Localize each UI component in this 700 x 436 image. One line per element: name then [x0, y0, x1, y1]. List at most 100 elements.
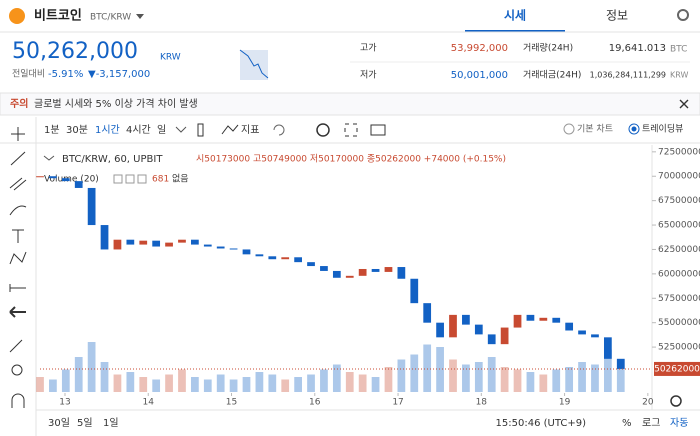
candle: [526, 314, 535, 321]
candle: [203, 244, 212, 247]
candle: [552, 317, 561, 323]
candle: [397, 267, 406, 279]
volume-bar: [423, 344, 432, 392]
chart-mode[interactable]: 트레이딩뷰: [642, 124, 683, 135]
stat-label: 거래량(24H): [523, 42, 573, 54]
snapshot-icon[interactable]: [370, 124, 386, 136]
y-tick-label: 72500000: [658, 147, 700, 157]
candle: [178, 239, 186, 243]
x-tick-label: 15: [226, 398, 237, 408]
interval[interactable]: 일: [157, 124, 166, 136]
volume-bar: [345, 372, 354, 392]
volume-bar: [332, 364, 341, 392]
candle: [229, 248, 238, 250]
stat-value: 19,641.013: [609, 43, 666, 54]
legend-icon[interactable]: [125, 174, 135, 184]
volume-bar: [578, 362, 586, 392]
dropdown-icon[interactable]: [136, 14, 144, 19]
volume-bar: [320, 369, 328, 392]
stat-unit: BTC: [670, 45, 687, 55]
candle: [165, 242, 173, 247]
scale-option[interactable]: 로그: [642, 418, 660, 429]
tab[interactable]: 시세: [504, 8, 526, 23]
close-icon[interactable]: [679, 99, 689, 109]
candle: [100, 225, 109, 250]
interval[interactable]: 30분: [66, 124, 88, 136]
volume-bar: [294, 377, 302, 392]
candle: [87, 187, 96, 226]
candle: [152, 240, 161, 247]
volume-bar: [616, 359, 625, 392]
volume-bar: [474, 362, 483, 392]
tab[interactable]: 정보: [606, 9, 628, 23]
candle: [332, 270, 341, 278]
legend-ohlc: 시50173000 고50749000 저50170000 종50262000 …: [196, 154, 506, 165]
stat-label: 고가: [360, 43, 377, 54]
notice-tag: 주의: [10, 97, 28, 110]
x-tick-label: 16: [309, 398, 321, 408]
chart-settings-icon[interactable]: [670, 395, 682, 407]
change-label: 전일대비: [12, 69, 45, 80]
drawing-tools[interactable]: [9, 127, 27, 408]
candle: [616, 358, 625, 369]
candle: [126, 239, 135, 245]
stat-unit: KRW: [670, 71, 688, 80]
radio[interactable]: [563, 123, 575, 135]
interval[interactable]: 1분: [44, 124, 60, 136]
candle: [345, 275, 354, 278]
indicator-icon[interactable]: [221, 124, 239, 135]
chart-mode[interactable]: 기본 차트: [577, 123, 613, 135]
settings-icon[interactable]: [677, 9, 689, 21]
candle: [113, 239, 122, 250]
current-price: 50,262,000: [12, 39, 138, 64]
legend-icon[interactable]: [137, 174, 147, 184]
candle: [268, 256, 277, 260]
indicator-button[interactable]: 지표: [241, 124, 259, 136]
chart-type-icon[interactable]: [197, 123, 204, 137]
x-tick-label: 14: [143, 398, 155, 408]
interval[interactable]: 4시간: [126, 124, 151, 136]
radio[interactable]: [628, 123, 640, 135]
volume-bar: [126, 372, 135, 392]
price-unit: KRW: [160, 53, 181, 63]
range[interactable]: 30일: [48, 417, 70, 429]
settings-icon[interactable]: [316, 123, 330, 137]
volume-bar: [203, 379, 212, 392]
fullscreen-icon[interactable]: [344, 123, 358, 137]
volume-bar: [49, 379, 57, 392]
volume-extra: 없음: [172, 174, 189, 185]
candle: [281, 257, 290, 260]
y-tick-label: 67500000: [658, 196, 700, 206]
x-tick-label: 19: [559, 398, 571, 408]
scale-option[interactable]: 자동: [670, 417, 688, 429]
stat-label: 거래대금(24H): [523, 70, 581, 81]
volume-bar: [552, 369, 561, 392]
candle: [462, 314, 470, 325]
undo-icon[interactable]: [273, 124, 285, 136]
candle: [358, 268, 367, 276]
candle: [294, 257, 302, 263]
volume-bar: [371, 377, 380, 392]
range[interactable]: 1일: [103, 417, 119, 429]
scale-option[interactable]: %: [622, 418, 632, 429]
stat-value: 50,001,000: [451, 70, 508, 81]
interval[interactable]: 1시간: [95, 124, 120, 136]
y-tick-label: 62500000: [658, 245, 700, 255]
candle: [591, 334, 599, 338]
volume-bar: [397, 359, 406, 392]
y-tick-label: 60000000: [658, 269, 700, 279]
mini-chart-area: [240, 50, 268, 80]
candle: [255, 254, 264, 257]
volume-bar: [139, 377, 148, 392]
legend-icon[interactable]: [113, 174, 123, 184]
dropdown-icon[interactable]: [175, 126, 187, 133]
collapse-icon[interactable]: [43, 155, 55, 161]
volume-bar: [462, 364, 470, 392]
volume-bar: [100, 362, 109, 392]
range[interactable]: 5일: [77, 417, 93, 429]
mini-chart-line: [239, 49, 269, 79]
clock: 15:50:46 (UTC+9): [496, 418, 587, 429]
candle: [216, 246, 225, 249]
